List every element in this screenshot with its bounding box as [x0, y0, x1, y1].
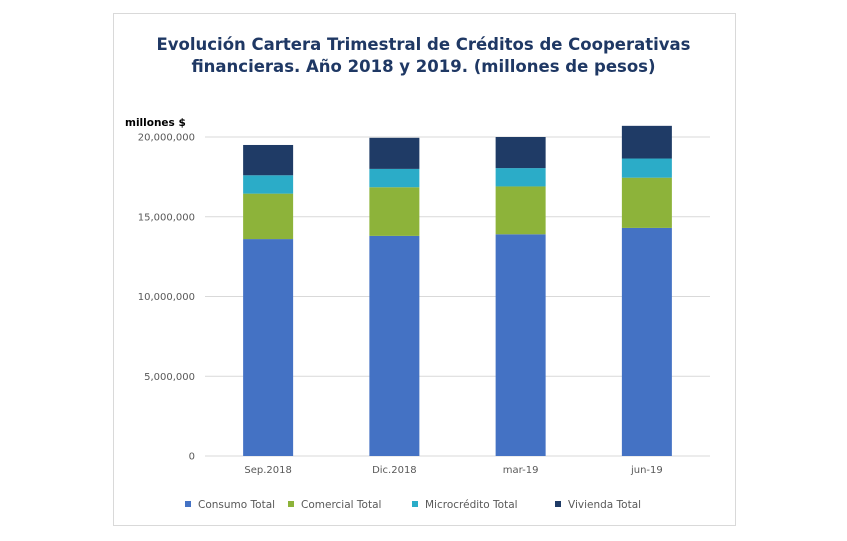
bar-segment [621, 227, 672, 456]
x-tick-label: jun-19 [630, 465, 663, 476]
bar-segment [495, 137, 546, 169]
legend-label: Microcrédito Total [425, 499, 518, 511]
legend-swatch [412, 501, 418, 507]
y-tick-labels: 0 5,000,000 10,000,000 15,000,000 20,000,000 [138, 133, 195, 463]
legend-label: Consumo Total [198, 499, 275, 511]
legend-swatch [185, 501, 191, 507]
bar-segment [495, 186, 546, 235]
bar-segment [621, 125, 672, 159]
legend-swatch [555, 501, 561, 507]
x-tick-labels: Sep.2018 Dic.2018 mar-19 jun-19 [244, 465, 662, 476]
y-tick-label: 5,000,000 [144, 372, 195, 383]
legend: Consumo Total Comercial Total Microcrédito… [185, 499, 641, 511]
bar-segment [243, 144, 294, 176]
bar-segment [621, 158, 672, 178]
legend-item: Consumo Total [185, 499, 275, 511]
bar-segment [369, 168, 420, 188]
x-tick-label: Sep.2018 [244, 465, 291, 476]
chart-title-line-2: financieras. Año 2018 y 2019. (millones … [191, 57, 656, 76]
bar-segment [369, 137, 420, 169]
bar-segment [243, 239, 294, 456]
legend-item: Vivienda Total [555, 499, 641, 511]
bar-segment [621, 177, 672, 228]
x-tick-label: mar-19 [503, 465, 539, 476]
bar-segment [495, 168, 546, 187]
y-tick-label: 10,000,000 [138, 292, 195, 303]
bar-segment [369, 187, 420, 236]
legend-swatch [288, 501, 294, 507]
bars [243, 125, 672, 456]
x-tick-label: Dic.2018 [372, 465, 417, 476]
chart-title-line-1: Evolución Cartera Trimestral de Créditos… [156, 35, 691, 54]
y-tick-label: 15,000,000 [138, 212, 195, 223]
legend-label: Vivienda Total [568, 499, 641, 511]
bar-segment [495, 234, 546, 456]
y-tick-label: 20,000,000 [138, 133, 195, 144]
bar-segment [243, 175, 294, 194]
y-tick-label: 0 [189, 452, 195, 463]
chart-title: Evolución Cartera Trimestral de Créditos… [113, 34, 734, 78]
legend-label: Comercial Total [301, 499, 381, 511]
y-axis-label: millones $ [125, 117, 186, 129]
legend-item: Comercial Total [288, 499, 381, 511]
bar-segment [243, 193, 294, 240]
legend-item: Microcrédito Total [412, 499, 518, 511]
bar-segment [369, 235, 420, 456]
